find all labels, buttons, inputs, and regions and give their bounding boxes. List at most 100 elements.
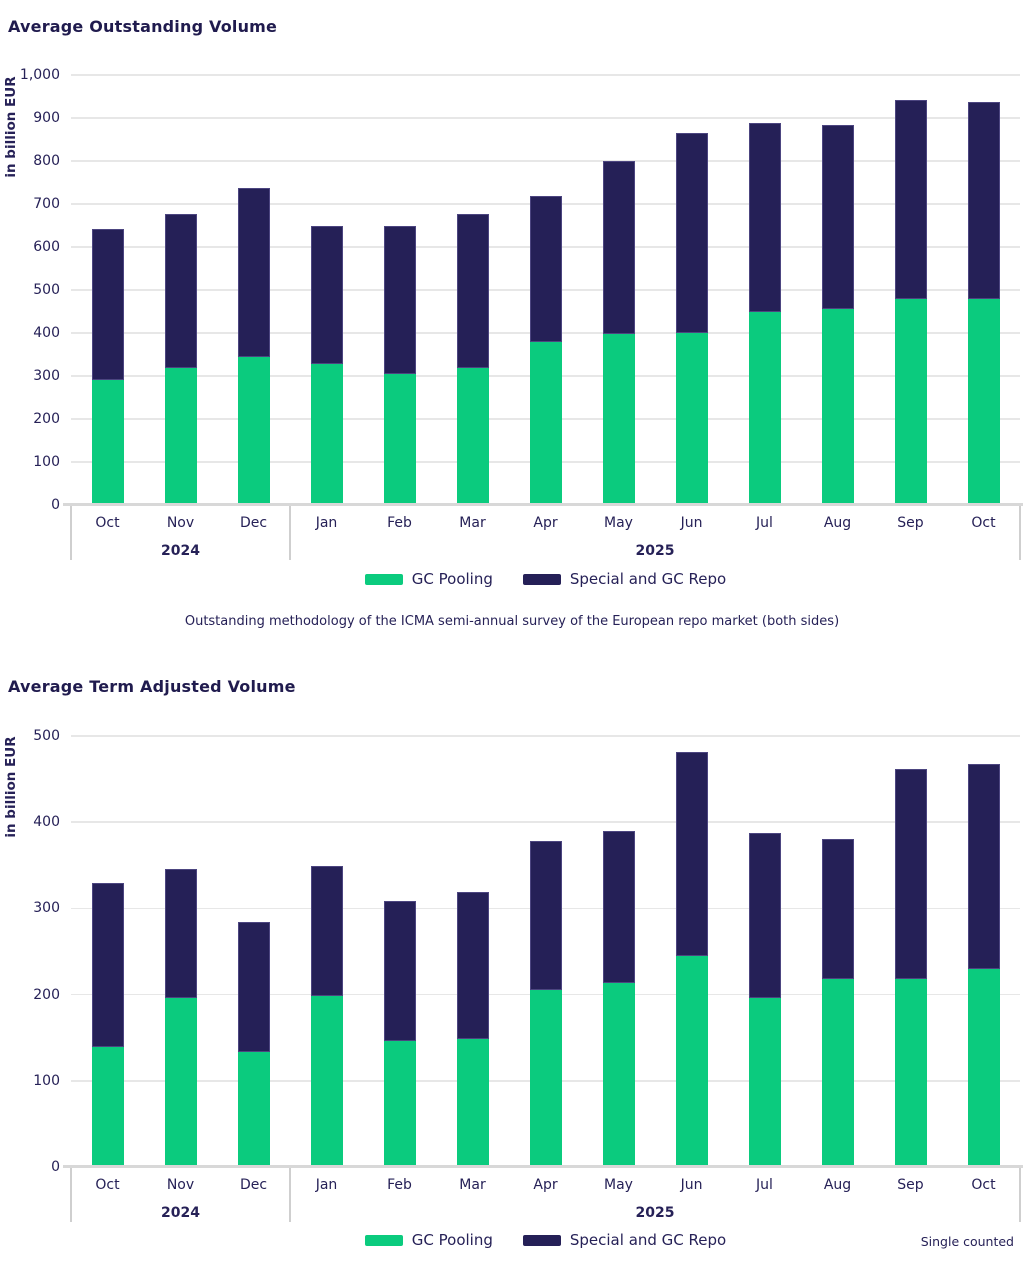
axis-group-divider	[70, 1167, 72, 1222]
bar-segment-special-and-gc-repo	[164, 214, 197, 369]
bar-segment-gc-pooling	[967, 299, 1000, 505]
bar-segment-gc-pooling	[821, 979, 854, 1167]
x-tick-label: Aug	[823, 515, 852, 531]
legend-item-special-gc-repo: Special and GC Repo	[522, 570, 727, 588]
bar-segment-special-and-gc-repo	[894, 99, 927, 300]
bar-segment-special-and-gc-repo	[91, 883, 124, 1048]
plot-area: 0 100 200 300 400 500 Oct Nov Dec Jan Feb Mar Apr May…	[33, 728, 1023, 1222]
year-group-label: 2025	[635, 543, 675, 559]
bar-segment-gc-pooling	[529, 342, 562, 505]
bar-segment-special-and-gc-repo	[967, 102, 1000, 300]
x-tick-label: Jan	[315, 1177, 338, 1193]
gridline	[71, 821, 1020, 823]
x-tick-label: Jun	[680, 1177, 703, 1193]
bar-segment-gc-pooling	[529, 990, 562, 1167]
bar-segment-gc-pooling	[164, 998, 197, 1167]
legend-item-special-gc-repo: Special and GC Repo	[522, 1231, 727, 1249]
x-tick-label: Nov	[166, 515, 195, 531]
bar-segment-special-and-gc-repo	[821, 838, 854, 980]
x-tick-label: Dec	[239, 1177, 268, 1193]
x-tick-label: Jul	[756, 1177, 773, 1193]
gridline	[71, 74, 1020, 76]
legend-label-special-gc-repo: Special and GC Repo	[569, 570, 727, 588]
x-tick-label: Mar	[459, 515, 486, 531]
bar-segment-special-and-gc-repo	[310, 866, 343, 997]
y-tick-label: 500	[33, 728, 60, 744]
legend: GC Pooling Special and GC Repo	[71, 570, 1020, 588]
legend-swatch-gc-pooling	[364, 1234, 403, 1246]
gridline	[71, 160, 1020, 162]
y-tick-label: 1,000	[19, 67, 60, 83]
x-tick-label: Apr	[533, 1177, 558, 1193]
bar-segment-special-and-gc-repo	[967, 764, 1000, 969]
axis-group-divider	[289, 1167, 291, 1222]
chart-title: Average Term Adjusted Volume	[8, 677, 296, 696]
x-tick-label: Nov	[166, 1177, 195, 1193]
y-tick-label: 900	[33, 110, 60, 126]
bar-segment-gc-pooling	[91, 1047, 124, 1167]
x-tick-label: May	[604, 1177, 633, 1193]
bar-segment-special-and-gc-repo	[529, 841, 562, 991]
y-tick-label: 600	[33, 239, 60, 255]
bar-segment-gc-pooling	[602, 334, 635, 505]
y-tick-label: 300	[33, 900, 60, 917]
bar-segment-gc-pooling	[456, 1038, 489, 1167]
plot-area: 0 100 200 300 400 500 600 700 800 900 1,000 Oct Nov D…	[20, 67, 1023, 560]
chart-caption: Outstanding methodology of the ICMA semi…	[184, 614, 840, 629]
axis-group-divider	[289, 505, 291, 560]
y-tick-label: 700	[33, 196, 60, 212]
x-tick-label: Apr	[533, 515, 558, 531]
axis-group-divider	[1019, 505, 1021, 560]
x-tick-label: Sep	[897, 1177, 924, 1193]
bar-segment-special-and-gc-repo	[383, 226, 416, 375]
chart-title: Average Outstanding Volume	[8, 17, 278, 36]
x-tick-label: Jul	[756, 515, 773, 531]
bar-segment-gc-pooling	[894, 299, 927, 505]
legend-label-gc-pooling: GC Pooling	[411, 570, 493, 588]
bar-segment-gc-pooling	[602, 983, 635, 1167]
y-tick-label: 500	[33, 282, 60, 298]
bar-segment-gc-pooling	[894, 979, 927, 1167]
x-tick-label: Oct	[95, 1177, 120, 1193]
x-tick-label: Oct	[971, 1177, 996, 1193]
x-tick-label: Oct	[971, 515, 996, 531]
x-tick-label: Aug	[823, 1177, 852, 1193]
axis-group-divider	[1019, 1167, 1021, 1222]
bar-segment-special-and-gc-repo	[91, 229, 124, 381]
bar-segment-gc-pooling	[91, 380, 124, 505]
y-tick-label: 200	[33, 986, 60, 1003]
y-tick-label: 400	[33, 325, 60, 341]
bar-segment-gc-pooling	[164, 368, 197, 505]
bar-segment-gc-pooling	[748, 998, 781, 1167]
axis-group-divider	[70, 505, 72, 560]
bar-segment-gc-pooling	[821, 309, 854, 505]
bar-segment-special-and-gc-repo	[748, 122, 781, 312]
bar-segment-gc-pooling	[310, 364, 343, 505]
x-tick-label: Feb	[387, 1177, 412, 1193]
bar-segment-special-and-gc-repo	[821, 125, 854, 310]
x-tick-label: Jun	[680, 515, 703, 531]
y-tick-label: 800	[33, 153, 60, 169]
legend-item-gc-pooling: GC Pooling	[364, 1231, 493, 1249]
bar-segment-special-and-gc-repo	[310, 226, 343, 365]
legend: GC Pooling Special and GC Repo	[71, 1231, 1020, 1249]
bar-segment-gc-pooling	[383, 374, 416, 505]
bar-segment-special-and-gc-repo	[164, 868, 197, 999]
legend-item-gc-pooling: GC Pooling	[364, 570, 493, 588]
x-tick-label: Jan	[315, 515, 338, 531]
bar-segment-special-and-gc-repo	[529, 196, 562, 343]
legend-swatch-gc-pooling	[364, 573, 403, 585]
y-tick-label: 0	[51, 1159, 60, 1175]
bar-segment-special-and-gc-repo	[456, 214, 489, 369]
y-tick-label: 300	[33, 368, 60, 384]
x-tick-label: Feb	[387, 515, 412, 531]
bar-segment-gc-pooling	[237, 1052, 270, 1167]
y-tick-label: 100	[33, 1072, 60, 1089]
bar-segment-gc-pooling	[675, 332, 708, 505]
bar-segment-special-and-gc-repo	[383, 900, 416, 1042]
gridline	[71, 735, 1020, 737]
legend-label-special-gc-repo: Special and GC Repo	[569, 1231, 727, 1249]
legend-swatch-special-gc-repo	[522, 1234, 561, 1246]
x-tick-label: Sep	[897, 515, 924, 531]
bar-segment-special-and-gc-repo	[602, 830, 635, 984]
